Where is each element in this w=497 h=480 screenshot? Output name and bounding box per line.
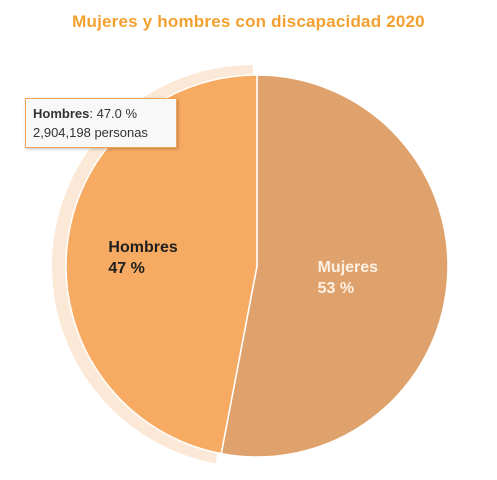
data-label-mujeres: Mujeres 53 % (318, 259, 379, 297)
data-label-value: 47 % (108, 260, 144, 277)
data-label-hombres: Hombres 47 % (108, 239, 177, 277)
pie-slice-hombres[interactable] (65, 74, 258, 455)
tooltip-series-name: Hombres (33, 106, 90, 121)
pie-slice-mujeres[interactable] (220, 74, 449, 458)
tooltip-detail: 2,904,198 personas (33, 125, 148, 140)
tooltip-value: 47.0 % (96, 106, 138, 121)
data-label-value: 53 % (318, 280, 354, 297)
tooltip-separator: : (89, 106, 97, 121)
data-label-name: Hombres (108, 239, 177, 256)
chart-title: Mujeres y hombres con discapacidad 2020 (72, 12, 425, 31)
data-label-name: Mujeres (318, 259, 379, 276)
tooltip: Hombres: 47.0 % 2,904,198 personas (25, 98, 177, 148)
